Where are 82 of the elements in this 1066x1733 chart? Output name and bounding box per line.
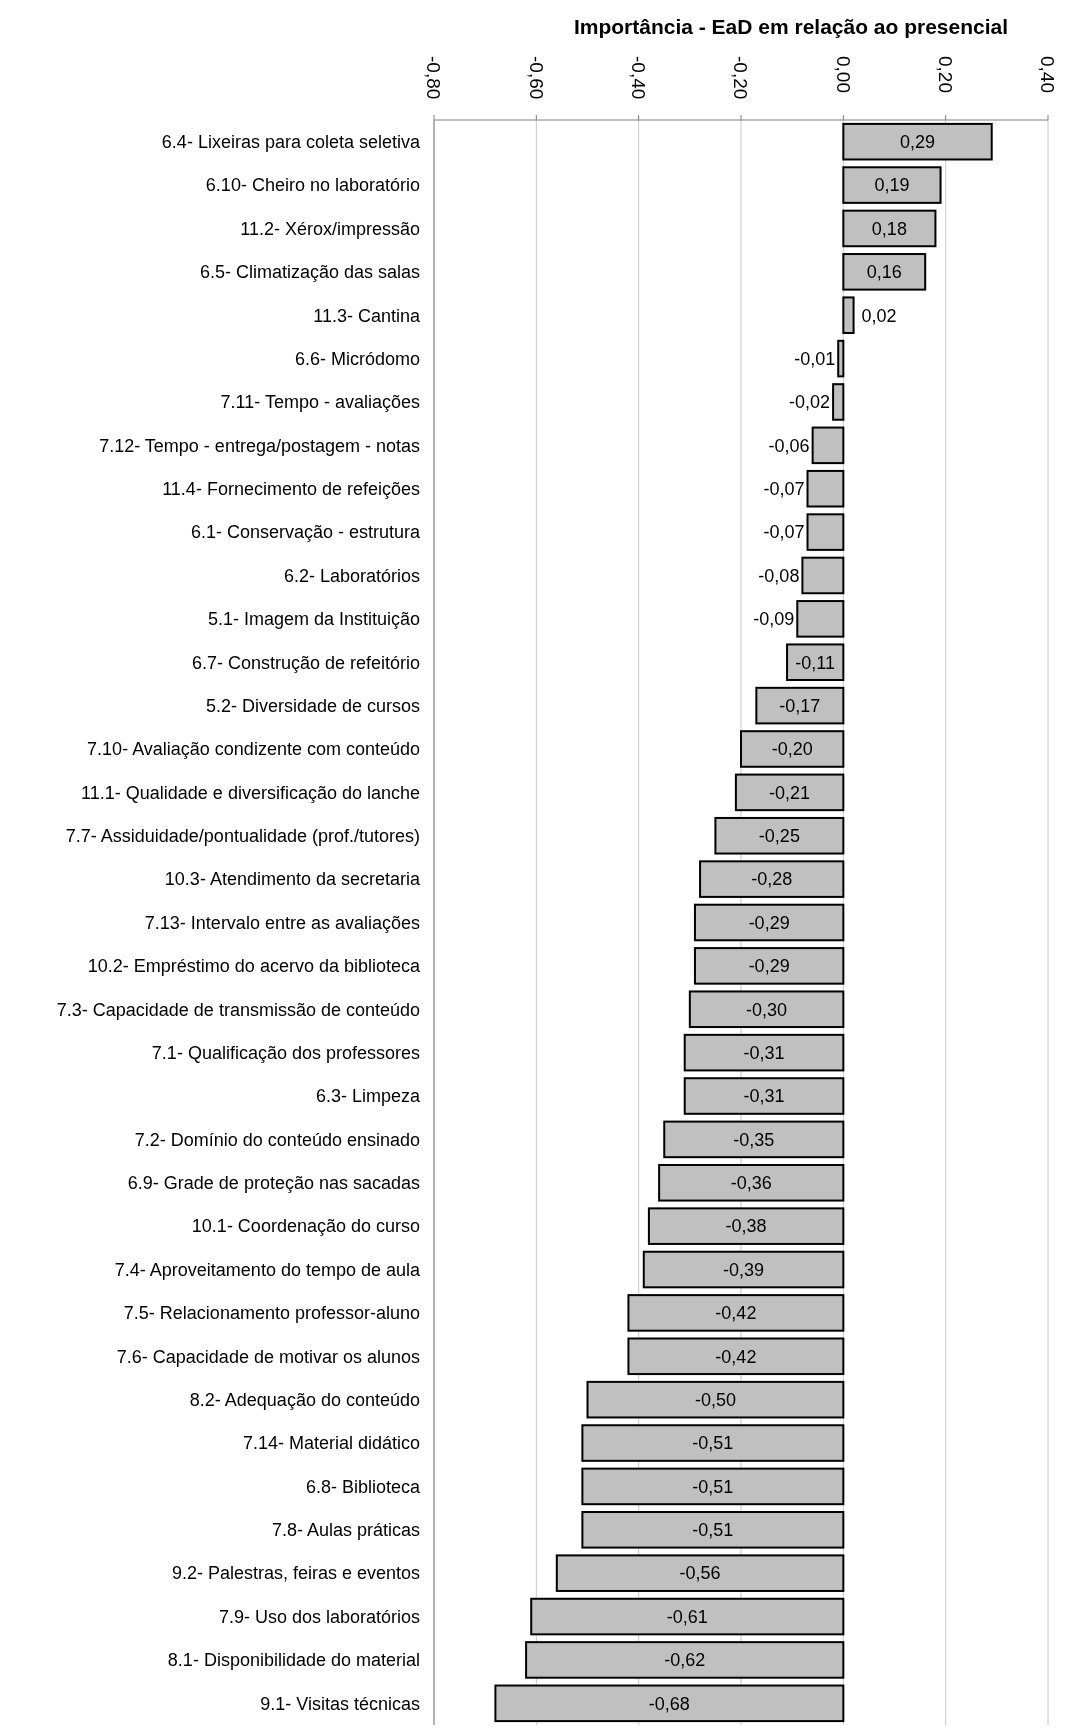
data-label: -0,62 bbox=[664, 1650, 706, 1671]
data-label: -0,06 bbox=[768, 435, 810, 456]
y-tick-label: 7.1- Qualificação dos professores bbox=[151, 1042, 420, 1063]
data-label: -0,31 bbox=[743, 1042, 785, 1063]
y-tick-label: 7.7- Assiduidade/pontualidade (prof./tutores) bbox=[65, 826, 420, 847]
data-label: -0,42 bbox=[715, 1303, 757, 1324]
data-label: -0,08 bbox=[758, 565, 800, 586]
y-tick-label: 6.10- Cheiro no laboratório bbox=[205, 175, 420, 196]
y-tick-label: 7.12- Tempo - entrega/postagem - notas bbox=[99, 435, 420, 456]
x-tick-label: -0,60 bbox=[525, 56, 547, 100]
data-label: -0,29 bbox=[748, 956, 790, 977]
y-tick-label: 6.9- Grade de proteção nas sacadas bbox=[127, 1173, 420, 1194]
data-label: 0,18 bbox=[871, 218, 907, 239]
data-label: -0,09 bbox=[753, 609, 795, 630]
y-tick-label: 7.3- Capacidade de transmissão de conteúdo bbox=[56, 999, 420, 1020]
y-tick-label: 6.2- Laboratórios bbox=[283, 565, 420, 586]
y-tick-label: 7.10- Avaliação condizente com conteúdo bbox=[87, 739, 420, 760]
data-label: -0,07 bbox=[763, 522, 805, 543]
y-tick-label: 7.14- Material didático bbox=[242, 1433, 420, 1454]
y-tick-label: 8.1- Disponibilidade do material bbox=[167, 1650, 420, 1671]
data-label: -0,29 bbox=[748, 912, 790, 933]
data-label: 0,16 bbox=[866, 262, 902, 283]
y-tick-label: 7.11- Tempo - avaliações bbox=[220, 392, 420, 413]
chart-title: Importância - EaD em relação ao presencial bbox=[573, 15, 1009, 38]
y-tick-label: 7.5- Relacionamento professor-aluno bbox=[123, 1303, 420, 1324]
x-tick-label: -0,40 bbox=[628, 56, 650, 100]
data-label: -0,42 bbox=[715, 1346, 757, 1367]
data-label: -0,31 bbox=[743, 1086, 785, 1107]
y-tick-label: 10.2- Empréstimo do acervo da biblioteca bbox=[87, 956, 421, 977]
y-tick-label: 6.8- Biblioteca bbox=[305, 1476, 421, 1497]
data-label: -0,50 bbox=[694, 1389, 736, 1410]
y-tick-label: 6.1- Conservação - estrutura bbox=[190, 522, 421, 543]
y-tick-label: 6.3- Limpeza bbox=[315, 1086, 421, 1107]
y-tick-label: 11.2- Xérox/impressão bbox=[240, 218, 420, 239]
data-label: -0,25 bbox=[758, 826, 800, 847]
x-tick-label: 0,40 bbox=[1037, 56, 1059, 93]
y-tick-label: 11.1- Qualidade e diversificação do lanche bbox=[81, 782, 420, 803]
y-tick-label: 7.6- Capacidade de motivar os alunos bbox=[116, 1346, 420, 1367]
data-label: -0,30 bbox=[746, 999, 788, 1020]
y-tick-label: 7.2- Domínio do conteúdo ensinado bbox=[134, 1129, 420, 1150]
data-label: -0,02 bbox=[789, 392, 831, 413]
y-tick-label: 7.13- Intervalo entre as avaliações bbox=[144, 912, 420, 933]
data-label: -0,35 bbox=[733, 1129, 775, 1150]
x-tick-label: 0,20 bbox=[935, 56, 957, 93]
x-tick-label: -0,20 bbox=[730, 56, 752, 100]
x-tick-label: -0,80 bbox=[423, 56, 445, 100]
y-tick-label: 7.4- Aproveitamento do tempo de aula bbox=[114, 1259, 421, 1280]
y-tick-label: 7.9- Uso dos laboratórios bbox=[218, 1606, 420, 1627]
y-tick-label: 9.2- Palestras, feiras e eventos bbox=[171, 1563, 420, 1584]
y-tick-label: 6.7- Construção de refeitório bbox=[191, 652, 420, 673]
data-label: -0,21 bbox=[769, 782, 811, 803]
data-label: -0,39 bbox=[723, 1259, 765, 1280]
y-tick-label: 6.5- Climatização das salas bbox=[199, 262, 420, 283]
data-label: -0,11 bbox=[795, 652, 836, 673]
y-tick-label: 10.1- Coordenação do curso bbox=[191, 1216, 420, 1237]
data-label: -0,51 bbox=[692, 1520, 734, 1541]
data-label: 0,19 bbox=[874, 175, 910, 196]
y-tick-label: 6.6- Micródomo bbox=[294, 348, 420, 369]
data-label: -0,01 bbox=[794, 348, 836, 369]
data-label: -0,36 bbox=[730, 1173, 772, 1194]
data-label: 0,29 bbox=[900, 131, 936, 152]
data-label: -0,51 bbox=[692, 1476, 734, 1497]
x-tick-label: 0,00 bbox=[832, 56, 854, 93]
y-tick-label: 9.1- Visitas técnicas bbox=[260, 1693, 420, 1714]
y-tick-label: 11.3- Cantina bbox=[313, 305, 421, 326]
y-tick-label: 8.2- Adequação do conteúdo bbox=[189, 1389, 420, 1410]
data-label: -0,61 bbox=[666, 1606, 708, 1627]
y-tick-label: 5.1- Imagem da Instituição bbox=[207, 609, 420, 630]
data-label: -0,07 bbox=[763, 479, 805, 500]
data-label: -0,28 bbox=[751, 869, 793, 890]
data-label: -0,17 bbox=[779, 695, 821, 716]
data-label: -0,38 bbox=[725, 1216, 767, 1237]
data-label: -0,20 bbox=[771, 739, 813, 760]
data-label: -0,68 bbox=[648, 1693, 690, 1714]
data-label: -0,56 bbox=[679, 1563, 721, 1584]
data-label: 0,02 bbox=[861, 305, 897, 326]
y-tick-label: 5.2- Diversidade de cursos bbox=[205, 695, 420, 716]
y-tick-label: 6.4- Lixeiras para coleta seletiva bbox=[161, 131, 421, 152]
data-label: -0,51 bbox=[692, 1433, 734, 1454]
y-tick-label: 10.3- Atendimento da secretaria bbox=[164, 869, 421, 890]
y-tick-label: 7.8- Aulas práticas bbox=[271, 1520, 420, 1541]
y-tick-label: 11.4- Fornecimento de refeições bbox=[162, 479, 420, 500]
